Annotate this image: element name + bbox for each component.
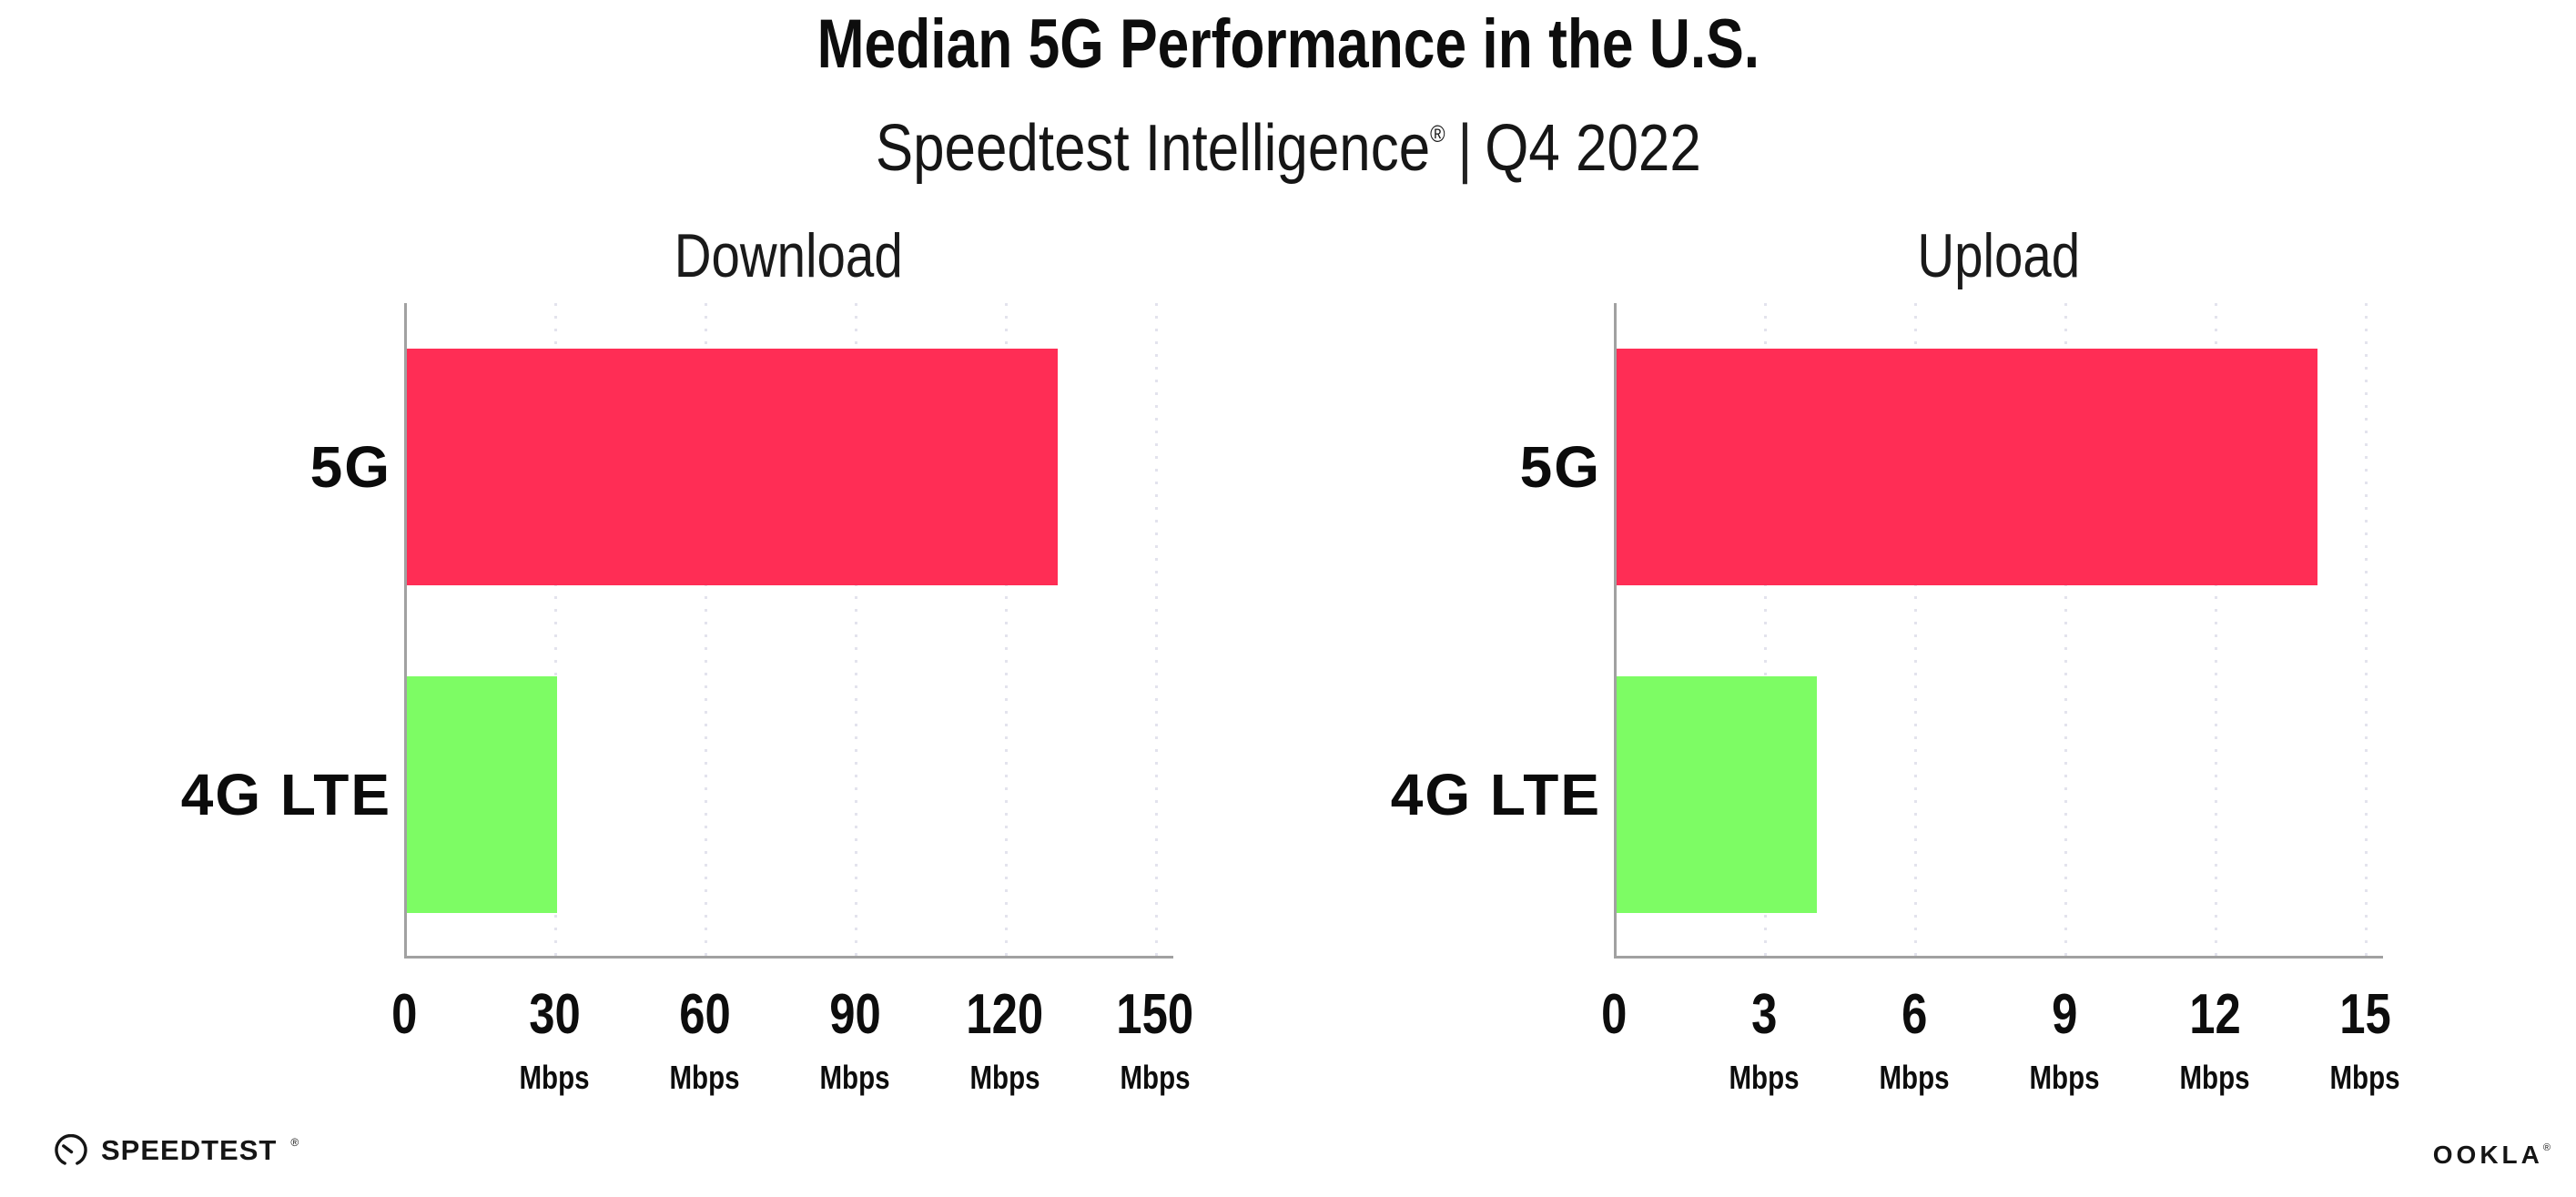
ookla-wordmark: OOKLA bbox=[2432, 1141, 2543, 1169]
ookla-registered-icon: ® bbox=[2542, 1141, 2551, 1153]
tick-unit-60: Mbps bbox=[604, 1060, 805, 1096]
gridline-30 bbox=[554, 303, 557, 956]
gridline-15 bbox=[2365, 303, 2368, 956]
category-label-5g: 5G bbox=[309, 434, 391, 500]
gridline-6 bbox=[1914, 303, 1917, 956]
ookla-logo: OOKLA® bbox=[2433, 1141, 2551, 1169]
registered-trademark-icon: ® bbox=[1429, 120, 1445, 147]
gridline-90 bbox=[855, 303, 857, 956]
tick-label-text-15: 15 bbox=[2338, 983, 2391, 1046]
tick-label-120: 120 bbox=[905, 985, 1105, 1045]
subtitle-text: Speedtest Intelligence® | Q4 2022 bbox=[876, 102, 1701, 186]
tick-unit-120: Mbps bbox=[905, 1060, 1105, 1096]
tick-unit-text-60: Mbps bbox=[669, 1059, 740, 1096]
tick-label-60: 60 bbox=[604, 985, 805, 1045]
tick-unit-text-9: Mbps bbox=[2029, 1059, 2100, 1096]
gridline-12 bbox=[2215, 303, 2217, 956]
speedtest-gauge-icon bbox=[55, 1134, 87, 1165]
subtitle: Speedtest Intelligence® | Q4 2022 bbox=[0, 102, 2576, 186]
tick-label-3: 3 bbox=[1664, 985, 1864, 1045]
tick-label-text-12: 12 bbox=[2188, 983, 2241, 1046]
tick-unit-text-12: Mbps bbox=[2179, 1059, 2250, 1096]
tick-label-text-0: 0 bbox=[390, 983, 418, 1046]
tick-label-0: 0 bbox=[304, 985, 504, 1045]
tick-unit-text-150: Mbps bbox=[1120, 1059, 1191, 1096]
speedtest-logo: SPEEDTEST ® bbox=[55, 1134, 299, 1167]
subtitle-period: Q4 2022 bbox=[1484, 112, 1701, 185]
category-label-5g: 5G bbox=[1519, 434, 1601, 500]
gridline-120 bbox=[1005, 303, 1008, 956]
tick-label-12: 12 bbox=[2115, 985, 2315, 1045]
gridline-60 bbox=[705, 303, 707, 956]
tick-label-15: 15 bbox=[2265, 985, 2465, 1045]
tick-label-text-150: 150 bbox=[1116, 983, 1194, 1046]
download-chart-title: Download bbox=[404, 222, 1173, 289]
tick-unit-90: Mbps bbox=[755, 1060, 955, 1096]
tick-unit-text-15: Mbps bbox=[2329, 1059, 2400, 1096]
tick-unit-6: Mbps bbox=[1814, 1060, 2014, 1096]
tick-unit-text-30: Mbps bbox=[519, 1059, 590, 1096]
subtitle-separator: | bbox=[1457, 112, 1473, 185]
tick-unit-text-6: Mbps bbox=[1879, 1059, 1950, 1096]
tick-unit-150: Mbps bbox=[1055, 1060, 1255, 1096]
bar-5g bbox=[1617, 349, 2317, 585]
upload-chart-title-text: Upload bbox=[1917, 221, 2080, 290]
tick-unit-9: Mbps bbox=[1964, 1060, 2165, 1096]
bar-4g-lte bbox=[407, 676, 557, 913]
tick-unit-text-90: Mbps bbox=[819, 1059, 890, 1096]
tick-label-text-60: 60 bbox=[678, 983, 731, 1046]
tick-unit-30: Mbps bbox=[454, 1060, 654, 1096]
category-label-4g-lte: 4G LTE bbox=[1390, 762, 1601, 827]
upload-plot-area bbox=[1614, 303, 2383, 959]
gridline-3 bbox=[1764, 303, 1767, 956]
tick-unit-text-3: Mbps bbox=[1729, 1059, 1800, 1096]
tick-label-text-120: 120 bbox=[966, 983, 1044, 1046]
download-plot-area bbox=[404, 303, 1173, 959]
speedtest-wordmark: SPEEDTEST bbox=[101, 1134, 278, 1166]
tick-label-150: 150 bbox=[1055, 985, 1255, 1045]
tick-label-90: 90 bbox=[755, 985, 955, 1045]
page-title-text: Median 5G Performance in the U.S. bbox=[816, 5, 1760, 83]
subtitle-product: Speedtest Intelligence bbox=[875, 112, 1430, 185]
tick-label-0: 0 bbox=[1514, 985, 1714, 1045]
tick-label-text-9: 9 bbox=[2051, 983, 2078, 1046]
speedtest-registered-icon: ® bbox=[290, 1136, 299, 1149]
tick-label-text-0: 0 bbox=[1600, 983, 1628, 1046]
gridline-150 bbox=[1155, 303, 1158, 956]
tick-unit-3: Mbps bbox=[1664, 1060, 1864, 1096]
bar-5g bbox=[407, 349, 1058, 585]
download-chart-title-text: Download bbox=[674, 221, 903, 290]
tick-unit-15: Mbps bbox=[2265, 1060, 2465, 1096]
tick-label-30: 30 bbox=[454, 985, 654, 1045]
bar-4g-lte bbox=[1617, 676, 1817, 913]
tick-label-text-90: 90 bbox=[828, 983, 881, 1046]
upload-chart-title: Upload bbox=[1614, 222, 2383, 289]
tick-unit-text-120: Mbps bbox=[969, 1059, 1040, 1096]
tick-label-6: 6 bbox=[1814, 985, 2014, 1045]
tick-label-text-30: 30 bbox=[528, 983, 581, 1046]
category-label-4g-lte: 4G LTE bbox=[180, 762, 391, 827]
tick-label-9: 9 bbox=[1964, 985, 2165, 1045]
tick-unit-12: Mbps bbox=[2115, 1060, 2315, 1096]
page-title: Median 5G Performance in the U.S. bbox=[0, 7, 2576, 82]
tick-label-text-3: 3 bbox=[1750, 983, 1778, 1046]
tick-label-text-6: 6 bbox=[1901, 983, 1928, 1046]
gridline-9 bbox=[2064, 303, 2067, 956]
